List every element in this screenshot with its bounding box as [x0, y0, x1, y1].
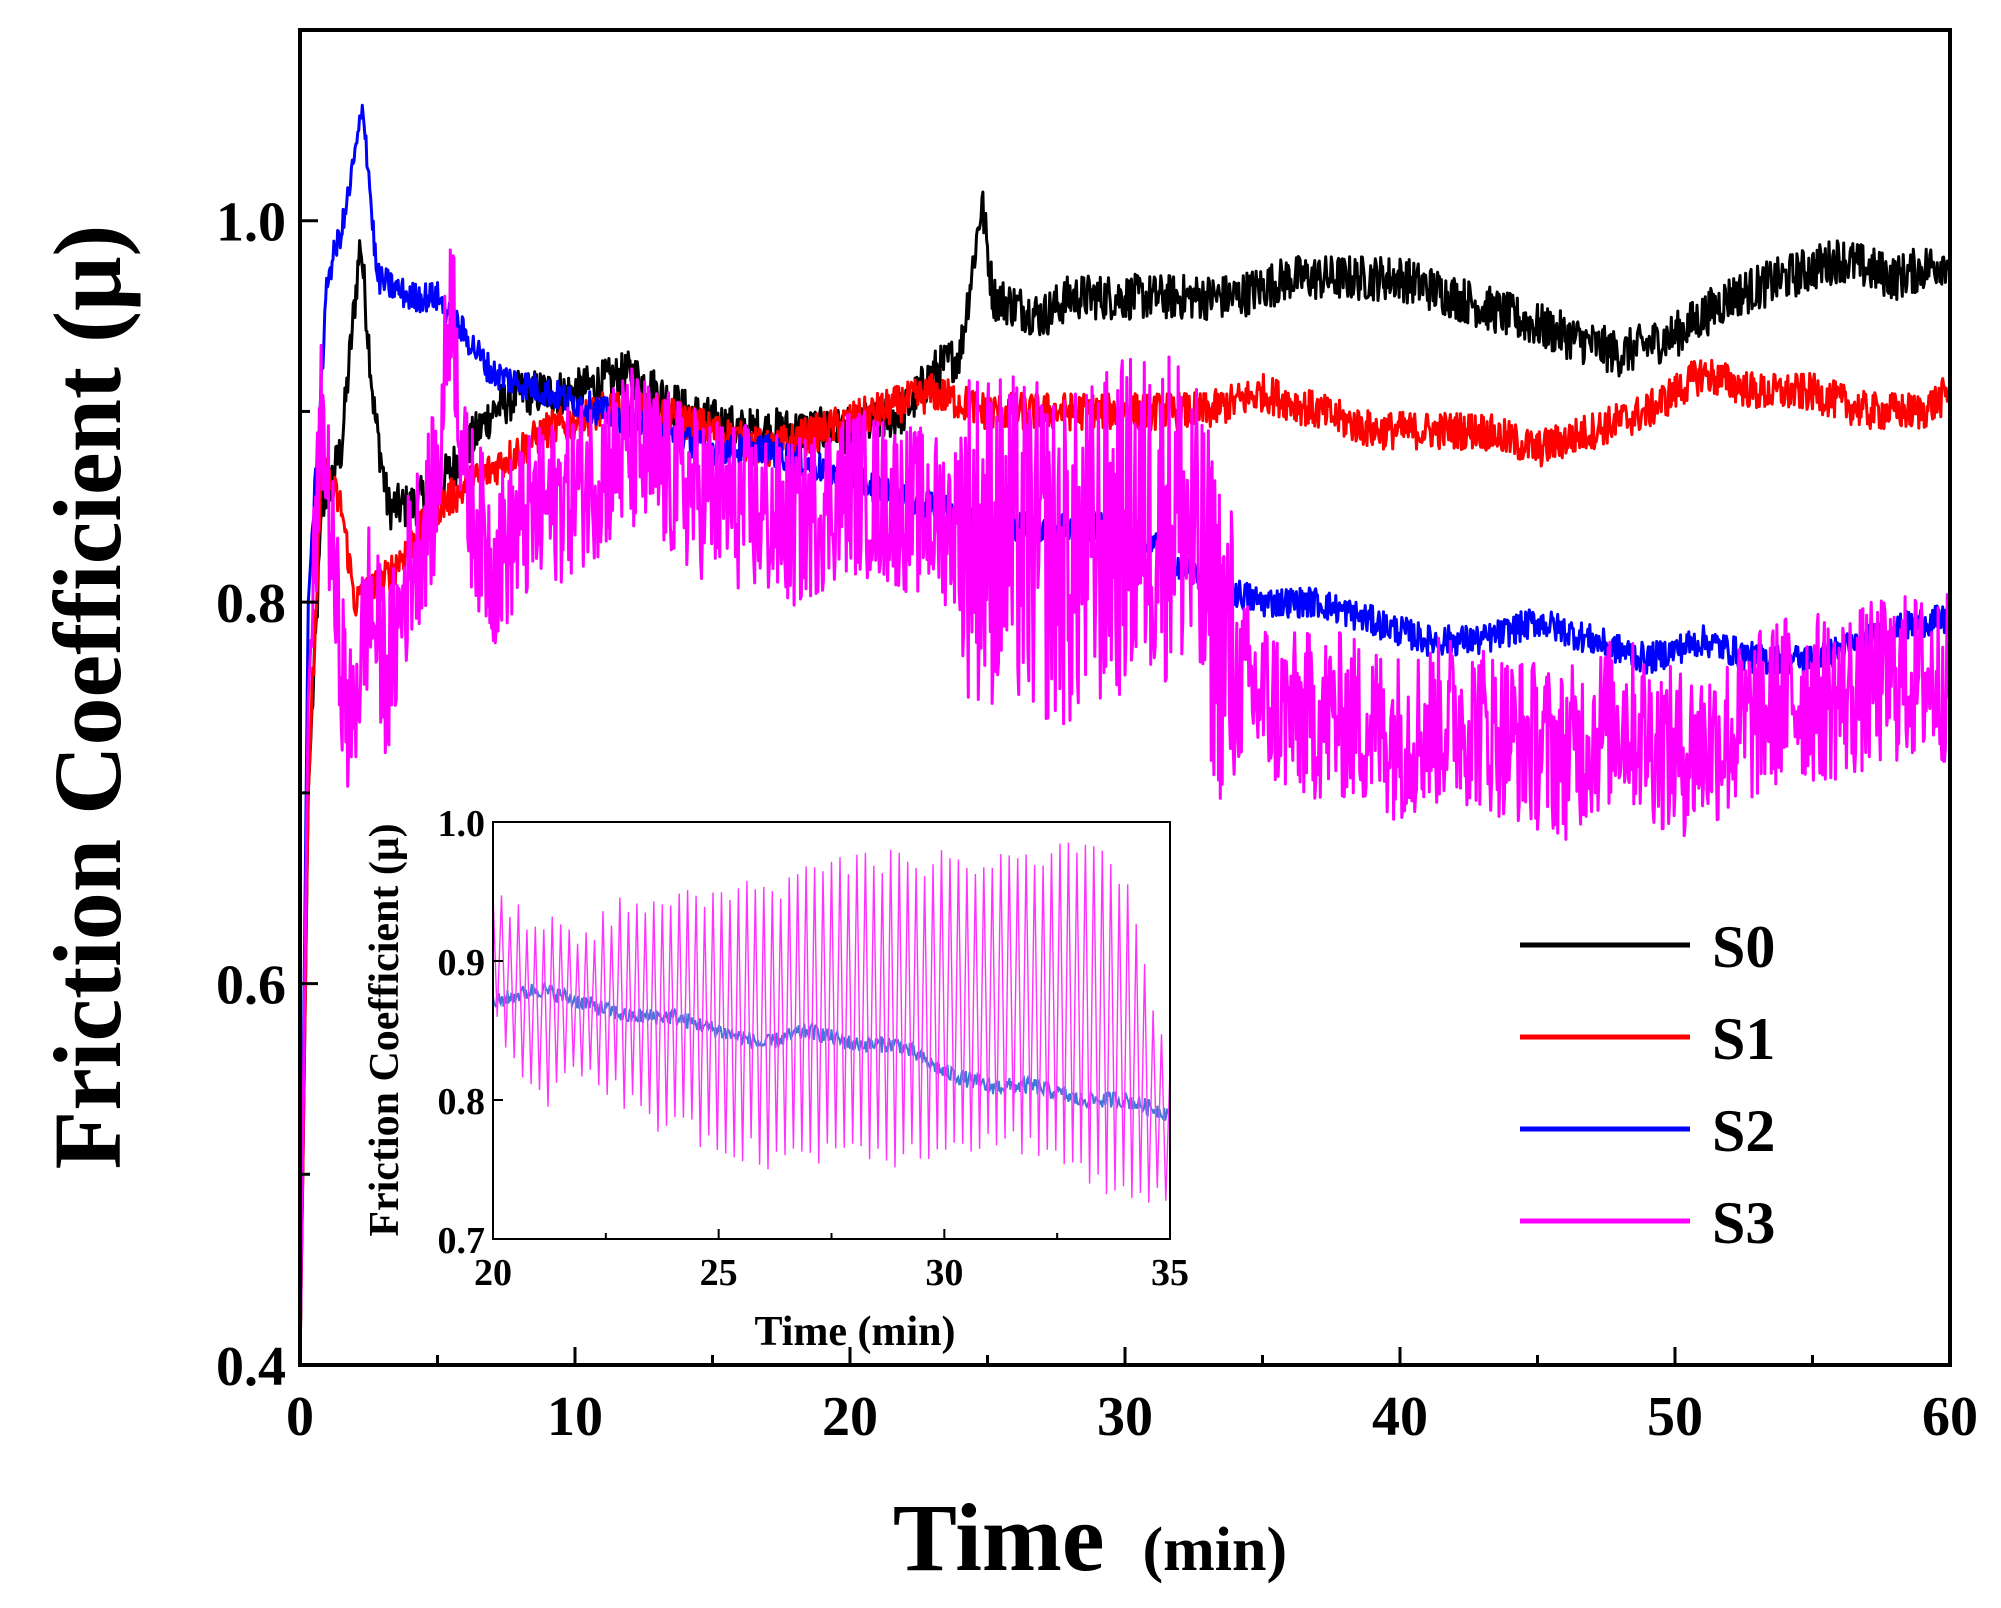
inset-series-s3-line	[493, 842, 1170, 1203]
main-x-tick-label: 0	[286, 1386, 314, 1448]
inset-x-axis-title: Time (min)	[754, 1309, 955, 1355]
inset-y-tick-label: 1.0	[438, 803, 486, 845]
main-series-group	[300, 103, 1950, 1365]
inset-x-ticks: 20 25 30 35	[474, 1229, 1189, 1294]
main-y-tick-label: 0.8	[216, 573, 286, 635]
main-x-tick-label: 10	[547, 1386, 603, 1448]
inset-y-tick-label: 0.9	[438, 942, 486, 984]
main-series-s1-line	[300, 358, 1950, 1365]
inset-x-tick-label: 35	[1151, 1252, 1189, 1294]
inset-y-tick-label: 0.8	[438, 1081, 486, 1123]
main-y-ticks: 0.4 0.6 0.8 1.0	[216, 192, 318, 1398]
inset-y-tick-label: 0.7	[438, 1220, 486, 1262]
legend: S0 S1 S2 S3	[1520, 914, 1775, 1256]
main-plot: 0 10 20 30 40 50 60 0.4 0.6 0.8 1.0 Time (min) Fr…	[34, 28, 1978, 1591]
main-x-tick-label: 50	[1647, 1386, 1703, 1448]
main-x-ticks: 0 10 20 30 40 50 60	[286, 1347, 1978, 1448]
main-y-tick-label: 1.0	[216, 192, 286, 254]
main-x-axis-title-unit: (min)	[1142, 1516, 1287, 1584]
inset-series-group	[493, 842, 1170, 1203]
main-series-s0-line	[300, 190, 1950, 1365]
main-x-axis-title-word: Time	[893, 1484, 1105, 1591]
main-y-tick-label: 0.6	[216, 955, 286, 1017]
main-x-tick-label: 40	[1372, 1386, 1428, 1448]
inset-plot: 20 25 30 35 0.7 0.8 0.9 1.0 Time (min) Frictio…	[362, 803, 1189, 1355]
inset-y-ticks: 0.7 0.8 0.9 1.0	[438, 803, 503, 1262]
legend-label-s2: S2	[1712, 1098, 1775, 1164]
main-y-tick-label: 0.4	[216, 1336, 286, 1398]
main-x-axis-title: Time (min)	[893, 1484, 1287, 1591]
legend-label-s1: S1	[1712, 1006, 1775, 1072]
inset-x-tick-label: 30	[925, 1252, 963, 1294]
inset-x-tick-label: 20	[474, 1252, 512, 1294]
main-y-axis-title: Friction Coefficient (μ)	[34, 225, 141, 1170]
main-x-tick-label: 20	[822, 1386, 878, 1448]
inset-x-tick-label: 25	[700, 1252, 738, 1294]
legend-label-s0: S0	[1712, 914, 1775, 980]
main-x-tick-label: 60	[1922, 1386, 1978, 1448]
main-series-s3-line	[300, 248, 1950, 1365]
legend-label-s3: S3	[1712, 1190, 1775, 1256]
inset-y-axis-title: Friction Coefficient (μ)	[362, 823, 408, 1236]
main-x-tick-label: 30	[1097, 1386, 1153, 1448]
